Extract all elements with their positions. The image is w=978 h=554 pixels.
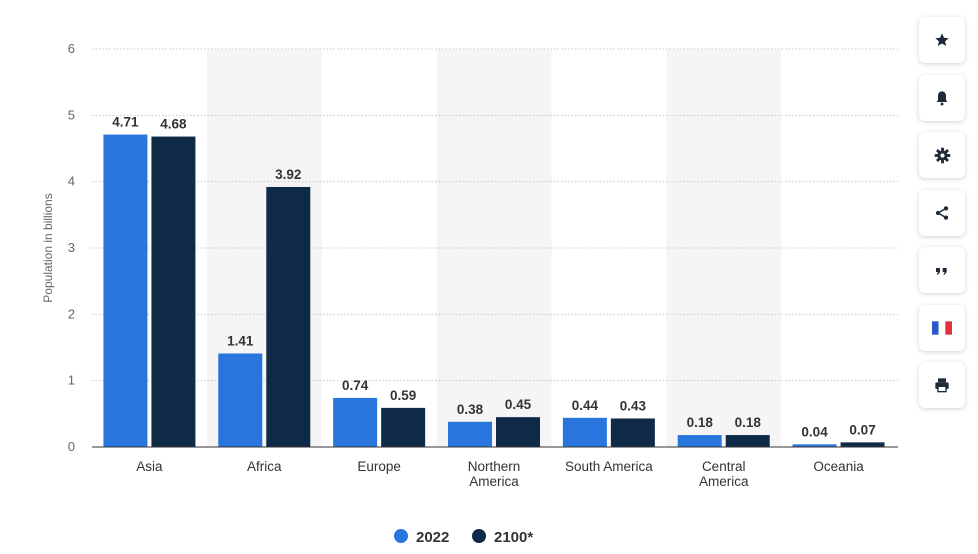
- bar-2022-6[interactable]: [792, 444, 837, 447]
- notification-button[interactable]: [919, 74, 965, 121]
- french-flag-icon: [932, 320, 952, 335]
- y-tick-label: 3: [68, 240, 75, 255]
- favorite-button[interactable]: [919, 17, 965, 63]
- bar-2100-5[interactable]: [725, 435, 770, 447]
- legend-marker[interactable]: [394, 529, 408, 543]
- settings-button[interactable]: [919, 132, 965, 178]
- y-tick-label: 2: [68, 306, 75, 321]
- data-labels: 4.71 4.68 1.41 3.92 0.74 0.59 0.38 0.45 0.44 0.43…: [112, 115, 875, 440]
- star-icon: [935, 33, 949, 46]
- data-label: 0.44: [572, 398, 599, 413]
- data-label: 0.18: [735, 415, 762, 430]
- x-category-label: Europe: [357, 459, 401, 474]
- population-bar-chart: 0 1 2 3 4 5 6 Population in billions 4.71 4.68 1…: [41, 41, 898, 546]
- bell-icon: [936, 90, 948, 105]
- bar-2100-1[interactable]: [266, 186, 311, 447]
- bar-2022-5[interactable]: [677, 435, 722, 447]
- data-label: 0.59: [390, 388, 416, 403]
- language-button[interactable]: [919, 304, 965, 351]
- x-category-label: America: [469, 474, 519, 489]
- data-label: 1.41: [227, 333, 254, 348]
- printer-icon: [935, 378, 949, 393]
- category-band: [436, 49, 552, 447]
- bar-2022-0[interactable]: [103, 134, 148, 447]
- print-button[interactable]: [919, 362, 965, 408]
- data-label: 4.68: [160, 117, 187, 132]
- bar-2100-2[interactable]: [381, 407, 426, 447]
- share-icon: [935, 205, 949, 220]
- y-tick-label: 1: [68, 373, 75, 388]
- share-button[interactable]: [919, 189, 965, 236]
- x-category-label: Central: [702, 459, 746, 474]
- legend-marker[interactable]: [472, 529, 486, 543]
- bar-2100-4[interactable]: [610, 418, 655, 447]
- bar-2022-4[interactable]: [562, 417, 607, 447]
- bar-2022-1[interactable]: [218, 353, 263, 447]
- data-label: 0.18: [687, 415, 714, 430]
- x-category-label: America: [699, 474, 749, 489]
- x-category-label: Oceania: [813, 459, 864, 474]
- y-tick-label: 4: [68, 174, 75, 189]
- data-label: 4.71: [112, 115, 139, 130]
- x-category-label: South America: [565, 459, 653, 474]
- x-category-label: Asia: [136, 459, 163, 474]
- data-label: 0.74: [342, 378, 369, 393]
- data-label: 0.45: [505, 397, 532, 412]
- bar-2100-3[interactable]: [496, 417, 540, 447]
- bar-2022-3[interactable]: [448, 421, 492, 447]
- data-label: 3.92: [275, 167, 301, 182]
- y-tick-label: 0: [68, 439, 75, 454]
- legend-label[interactable]: 2022: [416, 529, 449, 546]
- x-category-label: Northern: [468, 459, 521, 474]
- y-tick-label: 5: [68, 107, 75, 122]
- bar-2100-6[interactable]: [840, 442, 885, 447]
- data-label: 0.04: [801, 424, 828, 439]
- bar-2100-0[interactable]: [151, 136, 196, 447]
- y-tick-label: 6: [68, 41, 75, 56]
- quote-icon: [936, 268, 947, 275]
- y-axis-title: Population in billions: [41, 193, 55, 302]
- data-label: 0.07: [849, 422, 875, 437]
- gear-icon: [934, 147, 950, 163]
- legend[interactable]: 2022 2100*: [394, 529, 533, 546]
- bar-2022-2[interactable]: [333, 397, 378, 447]
- x-category-label: Africa: [247, 459, 282, 474]
- cite-button[interactable]: [919, 247, 965, 293]
- y-axis-ticks: 0 1 2 3 4 5 6: [68, 41, 75, 454]
- data-label: 0.43: [620, 398, 647, 413]
- chart-toolbar: [919, 17, 967, 420]
- data-label: 0.38: [457, 402, 484, 417]
- legend-label[interactable]: 2100*: [494, 529, 533, 546]
- bars: [103, 134, 885, 447]
